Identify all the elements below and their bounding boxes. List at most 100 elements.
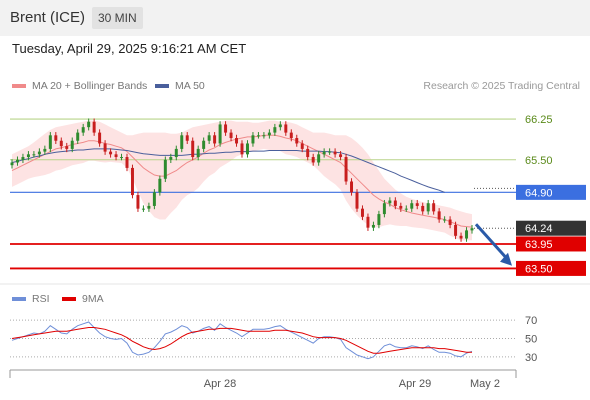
candle-body	[377, 214, 381, 225]
candle-body	[360, 208, 364, 217]
candle-body	[388, 200, 392, 204]
candle	[350, 178, 354, 196]
ma9-swatch	[62, 297, 76, 301]
candle-body	[98, 132, 102, 144]
candle	[393, 197, 397, 210]
candle-body	[185, 135, 189, 141]
candle-body	[448, 219, 452, 225]
candle-body	[92, 121, 96, 133]
candle	[235, 134, 239, 147]
candle	[65, 142, 69, 153]
candle	[289, 129, 293, 142]
candle-body	[37, 151, 41, 155]
candle-body	[169, 157, 173, 160]
candle	[426, 199, 430, 215]
candle-body	[76, 132, 80, 141]
candle	[92, 118, 96, 136]
candle	[158, 175, 162, 196]
candle	[54, 132, 58, 145]
candle-body	[180, 135, 184, 149]
ma9-legend: 9MA	[62, 293, 104, 305]
candle	[273, 123, 277, 136]
candle	[87, 118, 91, 131]
candle-body	[152, 192, 156, 206]
candle-body	[256, 135, 260, 137]
candle	[377, 210, 381, 229]
candle	[114, 151, 118, 161]
instrument-title: Brent (ICE)	[10, 9, 86, 26]
candle-body	[262, 135, 266, 137]
candle	[136, 191, 140, 212]
candle	[245, 140, 249, 158]
candle-body	[125, 157, 129, 168]
candle-body	[15, 159, 19, 163]
candle-body	[70, 140, 74, 149]
rsi-ma9-line	[11, 327, 472, 354]
rsi-tick-label: 50	[525, 334, 537, 346]
candle-body	[410, 203, 414, 209]
candle	[306, 145, 310, 161]
candle	[333, 148, 337, 158]
bollinger-band	[12, 120, 472, 241]
candle	[70, 137, 74, 153]
candle-body	[465, 230, 469, 239]
candle	[410, 199, 414, 212]
candle	[174, 145, 178, 161]
candle	[207, 132, 211, 145]
candle	[366, 213, 370, 231]
candle	[180, 132, 184, 153]
candle-body	[350, 181, 354, 193]
candle	[224, 121, 228, 136]
candle-body	[136, 195, 140, 209]
candle-body	[344, 157, 348, 182]
candle	[344, 153, 348, 185]
level-label-64.90-box	[516, 184, 586, 200]
candle-body	[278, 124, 282, 128]
rsi-line	[11, 321, 473, 360]
candle	[43, 145, 47, 155]
candle	[328, 148, 332, 155]
candle-body	[382, 203, 386, 215]
candle	[15, 156, 19, 166]
candle	[267, 129, 271, 139]
candle-body	[32, 154, 36, 156]
candle	[48, 132, 52, 153]
candle	[125, 153, 129, 172]
candle-body	[59, 140, 63, 147]
candle-body	[454, 224, 458, 236]
candle	[185, 132, 189, 145]
candle-body	[158, 178, 162, 193]
candle-body	[289, 132, 293, 139]
candle	[191, 137, 195, 161]
ma9-legend-label: 9MA	[82, 293, 104, 305]
candle-body	[87, 121, 91, 128]
candle-body	[114, 154, 118, 158]
candle	[432, 199, 436, 215]
candle-body	[191, 140, 195, 158]
candle	[251, 132, 255, 147]
candle	[470, 224, 474, 234]
candle	[360, 205, 364, 221]
candle	[317, 151, 321, 166]
research-credit: Research © 2025 Trading Central	[423, 80, 580, 92]
candle	[59, 137, 63, 150]
candle-body	[333, 151, 337, 155]
candle-body	[109, 151, 113, 155]
candle	[415, 199, 419, 210]
candle	[382, 199, 386, 218]
candle-body	[443, 219, 447, 221]
candle-body	[141, 208, 145, 210]
timeframe-button[interactable]: 30 MIN	[92, 7, 143, 29]
rsi-swatch	[12, 297, 26, 301]
candle	[448, 216, 452, 229]
candle	[421, 202, 425, 215]
header-bar: Brent (ICE) 30 MIN	[0, 0, 590, 36]
ma20-swatch	[12, 84, 26, 88]
candle-body	[163, 159, 167, 179]
candle-body	[371, 224, 375, 228]
candle-body	[251, 135, 255, 144]
candle	[163, 156, 167, 183]
candle-body	[26, 154, 30, 158]
last-price-label-box	[516, 220, 586, 236]
